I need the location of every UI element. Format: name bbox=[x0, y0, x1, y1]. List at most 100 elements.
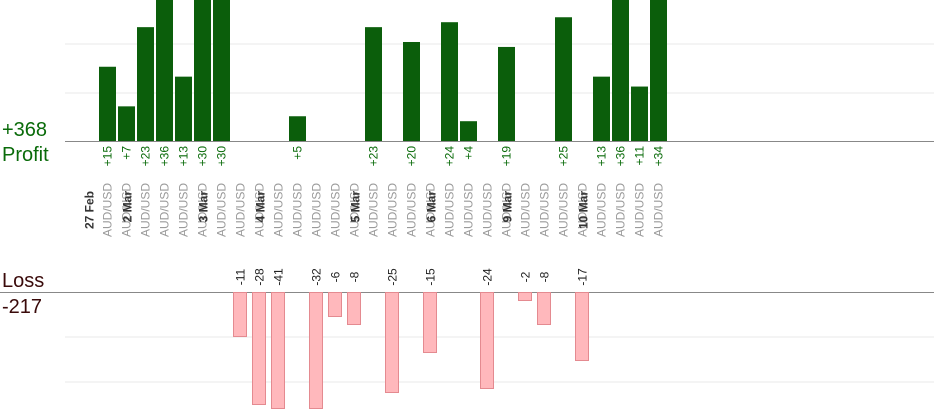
profit-value-label: +20 bbox=[405, 146, 419, 167]
profit-value-label: +13 bbox=[177, 146, 191, 167]
profit-value-label: +7 bbox=[120, 146, 134, 160]
profit-bar bbox=[175, 76, 192, 141]
profit-bar bbox=[441, 22, 458, 142]
profit-bar bbox=[289, 116, 306, 141]
date-label: 2 Mar bbox=[121, 191, 135, 223]
loss-value-label: -11 bbox=[234, 268, 248, 285]
date-label: 10 Mar bbox=[577, 191, 591, 229]
date-label: 5 Mar bbox=[349, 191, 363, 223]
pair-label: AUD/USD bbox=[405, 183, 419, 237]
profit-value-label: +34 bbox=[652, 146, 666, 167]
pair-label: AUD/USD bbox=[614, 183, 628, 237]
loss-bar bbox=[309, 292, 323, 409]
profit-value-label: +15 bbox=[101, 146, 115, 167]
profit-bar bbox=[194, 0, 211, 141]
profit-value-label: +36 bbox=[158, 146, 172, 167]
loss-bar bbox=[537, 292, 551, 325]
date-label: 27 Feb bbox=[83, 191, 97, 229]
loss-bar bbox=[423, 292, 437, 353]
pair-label: AUD/USD bbox=[652, 183, 666, 237]
loss-total: -217 bbox=[2, 296, 43, 318]
loss-value-label: -25 bbox=[386, 268, 400, 286]
loss-bar bbox=[252, 292, 266, 405]
pair-label: AUD/USD bbox=[234, 183, 248, 237]
pair-label: AUD/USD bbox=[367, 183, 381, 237]
pair-label: AUD/USD bbox=[462, 183, 476, 237]
profit-bar bbox=[555, 17, 572, 141]
profit-value-label: +11 bbox=[633, 146, 647, 166]
profit-value-label: +4 bbox=[462, 146, 476, 160]
pair-label: AUD/USD bbox=[139, 183, 153, 237]
pair-label: AUD/USD bbox=[291, 183, 305, 237]
profit-value-label: +25 bbox=[557, 146, 571, 167]
profit-value-label: +19 bbox=[500, 146, 514, 167]
profit-bar bbox=[593, 76, 610, 141]
date-label: 6 Mar bbox=[425, 191, 439, 223]
loss-value-label: -41 bbox=[272, 268, 286, 286]
profit-bar bbox=[99, 66, 116, 141]
profit-value-label: +13 bbox=[595, 146, 609, 167]
profit-value-label: +23 bbox=[139, 146, 153, 167]
loss-bar bbox=[480, 292, 494, 389]
pair-label: AUD/USD bbox=[120, 183, 134, 237]
pair-label: AUD/USD bbox=[538, 183, 552, 237]
profit-bar bbox=[365, 27, 382, 141]
profit-value-label: +24 bbox=[443, 146, 457, 167]
profit-bar bbox=[137, 27, 154, 141]
profit-label: Profit bbox=[2, 144, 49, 166]
loss-value-label: -17 bbox=[576, 268, 590, 286]
pair-label: AUD/USD bbox=[576, 183, 590, 237]
pair-label: AUD/USD bbox=[310, 183, 324, 237]
date-label: 9 Mar bbox=[501, 191, 515, 223]
profit-value-label: +30 bbox=[196, 146, 210, 167]
pair-label: AUD/USD bbox=[595, 183, 609, 237]
pair-label: AUD/USD bbox=[101, 183, 115, 237]
loss-bar bbox=[575, 292, 589, 361]
profit-bar bbox=[213, 0, 230, 141]
profit-value-label: +36 bbox=[614, 146, 628, 167]
pair-label: AUD/USD bbox=[253, 183, 267, 237]
profit-bar bbox=[156, 0, 173, 141]
profit-value-label: +30 bbox=[215, 146, 229, 167]
loss-bar bbox=[347, 292, 361, 325]
profit-bar bbox=[403, 42, 420, 141]
loss-value-label: -6 bbox=[329, 271, 343, 282]
loss-value-label: -32 bbox=[310, 268, 324, 286]
pair-label: AUD/USD bbox=[481, 183, 495, 237]
profit-bar bbox=[498, 46, 515, 142]
pair-label: AUD/USD bbox=[272, 183, 286, 237]
loss-value-label: -15 bbox=[424, 268, 438, 286]
loss-bar bbox=[233, 292, 247, 337]
loss-value-label: -28 bbox=[253, 268, 267, 286]
profit-bar bbox=[631, 86, 648, 141]
pair-label: AUD/USD bbox=[196, 183, 210, 237]
profit-bar bbox=[118, 106, 135, 141]
loss-bar bbox=[385, 292, 399, 393]
pair-label: AUD/USD bbox=[557, 183, 571, 237]
loss-value-label: -8 bbox=[348, 271, 362, 282]
loss-value-label: -24 bbox=[481, 268, 495, 286]
pair-label: AUD/USD bbox=[500, 183, 514, 237]
loss-bar bbox=[328, 292, 342, 317]
pair-label: AUD/USD bbox=[215, 183, 229, 237]
pair-label: AUD/USD bbox=[424, 183, 438, 237]
pair-label: AUD/USD bbox=[329, 183, 343, 237]
profit-bar bbox=[612, 0, 629, 141]
loss-value-label: -2 bbox=[519, 271, 533, 282]
profit-bar bbox=[460, 121, 477, 141]
date-label: 3 Mar bbox=[197, 191, 211, 223]
pair-label: AUD/USD bbox=[177, 183, 191, 237]
pair-label: AUD/USD bbox=[386, 183, 400, 237]
pair-label: AUD/USD bbox=[158, 183, 172, 237]
pair-label: AUD/USD bbox=[443, 183, 457, 237]
profit-total: +368 bbox=[2, 119, 48, 141]
loss-label: Loss bbox=[2, 270, 45, 292]
loss-value-label: -8 bbox=[538, 271, 552, 282]
profit-value-label: +23 bbox=[367, 146, 381, 167]
date-label: 4 Mar bbox=[254, 191, 268, 223]
loss-bar bbox=[271, 292, 285, 409]
pair-label: AUD/USD bbox=[348, 183, 362, 237]
loss-bar bbox=[518, 292, 532, 301]
profit-bar bbox=[650, 0, 667, 141]
